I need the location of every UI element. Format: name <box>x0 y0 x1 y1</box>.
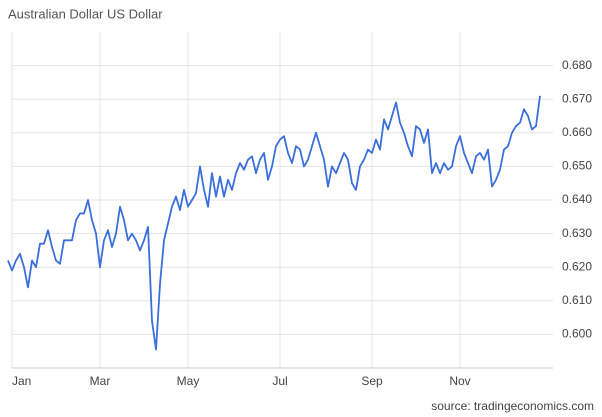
y-tick-label: 0.620 <box>562 259 592 273</box>
y-tick-label: 0.650 <box>562 159 592 173</box>
chart-title: Australian Dollar US Dollar <box>8 6 163 21</box>
x-tick-label: May <box>177 374 200 388</box>
x-tick-label: Nov <box>449 374 470 388</box>
y-tick-label: 0.600 <box>562 327 592 341</box>
y-tick-label: 0.670 <box>562 91 592 105</box>
y-tick-label: 0.660 <box>562 125 592 139</box>
x-tick-label: Sep <box>361 374 383 388</box>
x-tick-label: Jul <box>272 374 287 388</box>
price-line <box>7 95 541 351</box>
source-note: source: tradingeconomics.com <box>431 399 594 413</box>
x-tick-label: Jan <box>12 374 31 388</box>
y-tick-label: 0.680 <box>562 58 592 72</box>
y-tick-label: 0.610 <box>562 293 592 307</box>
y-tick-label: 0.640 <box>562 192 592 206</box>
y-tick-label: 0.630 <box>562 226 592 240</box>
x-tick-label: Mar <box>90 374 111 388</box>
